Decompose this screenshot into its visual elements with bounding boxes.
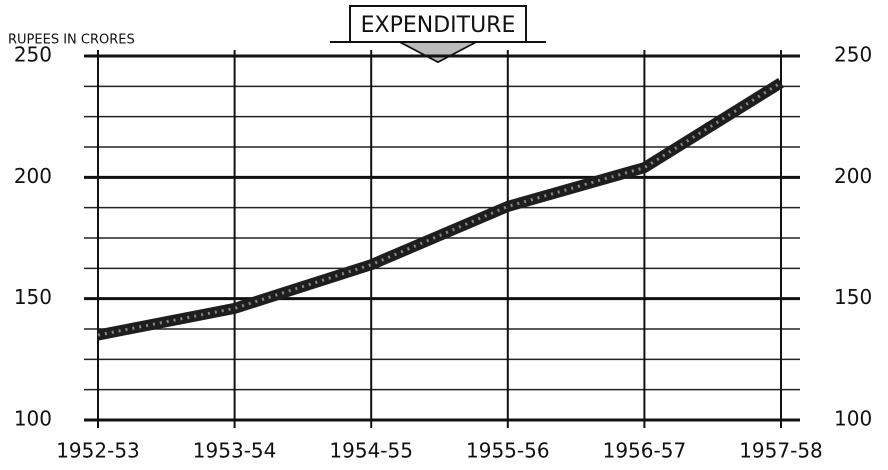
y-tick-label: 200 [14, 164, 52, 188]
x-tick-label: 1954-55 [329, 439, 413, 463]
y-tick-label: 100 [14, 407, 52, 431]
y-tick-label: 150 [14, 285, 52, 309]
x-tick-label: 1956-57 [603, 439, 687, 463]
y-tick-label: 250 [14, 43, 52, 67]
x-tick-label: 1952-53 [56, 439, 140, 463]
chart: EXPENDITURE RUPEES IN CRORES 10010015015… [0, 0, 888, 470]
y2-tick-label: 150 [834, 285, 872, 309]
x-tick-label: 1955-56 [466, 439, 550, 463]
x-tick-label: 1957-58 [739, 439, 823, 463]
chart-title: EXPENDITURE [361, 13, 516, 38]
x-tick-label: 1953-54 [193, 439, 277, 463]
y2-tick-label: 200 [834, 164, 872, 188]
y2-tick-label: 250 [834, 43, 872, 67]
y2-tick-label: 100 [834, 407, 872, 431]
